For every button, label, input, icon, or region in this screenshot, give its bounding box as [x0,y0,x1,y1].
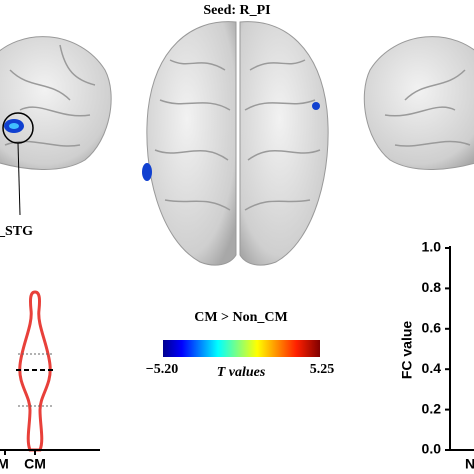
region-label: _STG [0,224,33,239]
violin-plot [0,290,100,455]
colorbar-min: −5.20 [146,362,178,377]
colorbar-title: CM > Non_CM [194,310,288,325]
y-tick-label: 1.0 [422,239,442,255]
colorbar-max: 5.25 [310,362,335,377]
right-brain [363,36,474,170]
figure-title: Seed: R_PI [203,3,270,18]
y-tick-label: 0.6 [422,320,442,336]
y-tick-label: 0.4 [422,360,442,376]
colorbar [163,340,320,357]
x-tick-label: M [0,456,9,472]
y-tick-label: 0.2 [422,400,442,416]
y-tick-label: 0.0 [422,441,442,457]
center-brain [142,21,329,266]
left-brain [0,36,112,216]
x-tick-label: CM [24,456,46,472]
y-axis-label: FC value [399,321,415,380]
fc-axis [449,246,474,451]
x-tick-label: N [465,456,474,472]
colorbar-label: T values [217,365,266,380]
y-tick-label: 0.8 [422,279,442,295]
